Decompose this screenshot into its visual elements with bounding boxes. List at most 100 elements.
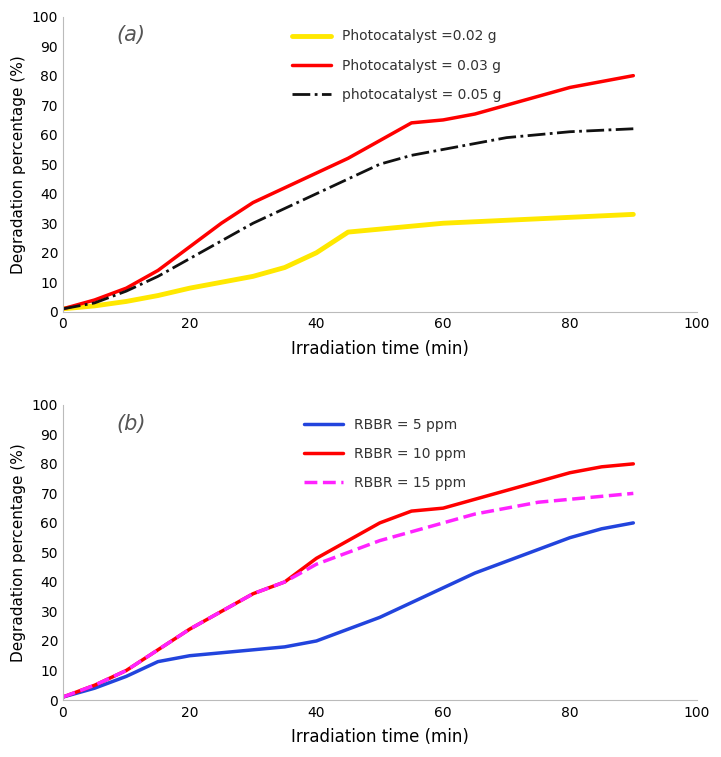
RBBR = 15 ppm	[503, 503, 511, 512]
Photocatalyst =0.02 g	[534, 214, 543, 223]
Photocatalyst =0.02 g	[471, 217, 479, 226]
Photocatalyst = 0.03 g	[122, 284, 131, 293]
Photocatalyst =0.02 g	[439, 219, 448, 228]
RBBR = 15 ppm	[90, 681, 99, 690]
RBBR = 15 ppm	[407, 527, 416, 536]
Text: (b): (b)	[117, 413, 146, 434]
RBBR = 5 ppm	[629, 519, 637, 528]
RBBR = 5 ppm	[185, 651, 194, 660]
Line: Photocatalyst =0.02 g: Photocatalyst =0.02 g	[63, 214, 633, 309]
Photocatalyst = 0.03 g	[597, 77, 606, 86]
RBBR = 15 ppm	[154, 645, 162, 654]
Photocatalyst = 0.03 g	[439, 115, 448, 124]
photocatalyst = 0.05 g	[534, 130, 543, 139]
photocatalyst = 0.05 g	[217, 236, 226, 245]
Legend: RBBR = 5 ppm, RBBR = 10 ppm, RBBR = 15 ppm: RBBR = 5 ppm, RBBR = 10 ppm, RBBR = 15 p…	[304, 418, 466, 491]
RBBR = 15 ppm	[565, 495, 574, 504]
Photocatalyst =0.02 g	[280, 263, 289, 272]
Photocatalyst = 0.03 g	[503, 101, 511, 110]
Photocatalyst =0.02 g	[629, 210, 637, 219]
RBBR = 5 ppm	[249, 645, 257, 654]
Line: Photocatalyst = 0.03 g: Photocatalyst = 0.03 g	[63, 76, 633, 309]
RBBR = 10 ppm	[407, 506, 416, 516]
RBBR = 5 ppm	[154, 657, 162, 666]
Photocatalyst =0.02 g	[249, 272, 257, 281]
photocatalyst = 0.05 g	[122, 287, 131, 296]
Y-axis label: Degradation percentage (%): Degradation percentage (%)	[11, 443, 26, 662]
photocatalyst = 0.05 g	[597, 126, 606, 135]
RBBR = 10 ppm	[344, 536, 353, 545]
Photocatalyst =0.02 g	[90, 301, 99, 310]
RBBR = 10 ppm	[534, 477, 543, 486]
Photocatalyst =0.02 g	[407, 222, 416, 231]
Photocatalyst = 0.03 g	[280, 183, 289, 192]
RBBR = 15 ppm	[249, 589, 257, 598]
RBBR = 15 ppm	[629, 489, 637, 498]
Photocatalyst = 0.03 g	[90, 295, 99, 304]
RBBR = 5 ppm	[344, 625, 353, 634]
RBBR = 15 ppm	[471, 509, 479, 519]
RBBR = 5 ppm	[597, 525, 606, 534]
RBBR = 10 ppm	[58, 693, 67, 702]
Photocatalyst =0.02 g	[217, 278, 226, 287]
Photocatalyst =0.02 g	[597, 211, 606, 220]
photocatalyst = 0.05 g	[407, 151, 416, 160]
RBBR = 10 ppm	[629, 459, 637, 469]
RBBR = 10 ppm	[376, 519, 384, 528]
RBBR = 5 ppm	[312, 637, 321, 646]
RBBR = 10 ppm	[122, 666, 131, 675]
RBBR = 5 ppm	[122, 672, 131, 681]
RBBR = 10 ppm	[280, 578, 289, 587]
RBBR = 5 ppm	[471, 569, 479, 578]
RBBR = 15 ppm	[122, 666, 131, 675]
Photocatalyst =0.02 g	[185, 284, 194, 293]
photocatalyst = 0.05 g	[58, 304, 67, 313]
X-axis label: Irradiation time (min): Irradiation time (min)	[291, 728, 469, 746]
Photocatalyst =0.02 g	[344, 228, 353, 237]
Line: photocatalyst = 0.05 g: photocatalyst = 0.05 g	[63, 129, 633, 309]
RBBR = 5 ppm	[217, 648, 226, 657]
RBBR = 15 ppm	[534, 497, 543, 506]
RBBR = 10 ppm	[154, 645, 162, 654]
RBBR = 10 ppm	[503, 486, 511, 495]
RBBR = 10 ppm	[217, 607, 226, 616]
Line: RBBR = 10 ppm: RBBR = 10 ppm	[63, 464, 633, 697]
Photocatalyst =0.02 g	[58, 304, 67, 313]
RBBR = 5 ppm	[58, 693, 67, 702]
RBBR = 15 ppm	[217, 607, 226, 616]
RBBR = 10 ppm	[565, 468, 574, 477]
RBBR = 10 ppm	[597, 463, 606, 472]
Photocatalyst = 0.03 g	[249, 198, 257, 207]
Photocatalyst =0.02 g	[312, 248, 321, 257]
photocatalyst = 0.05 g	[439, 145, 448, 154]
photocatalyst = 0.05 g	[154, 272, 162, 281]
photocatalyst = 0.05 g	[471, 139, 479, 148]
X-axis label: Irradiation time (min): Irradiation time (min)	[291, 340, 469, 357]
Photocatalyst = 0.03 g	[344, 154, 353, 163]
RBBR = 15 ppm	[597, 492, 606, 501]
Photocatalyst = 0.03 g	[407, 118, 416, 127]
photocatalyst = 0.05 g	[90, 298, 99, 307]
RBBR = 10 ppm	[439, 503, 448, 512]
photocatalyst = 0.05 g	[503, 133, 511, 142]
Photocatalyst = 0.03 g	[534, 92, 543, 101]
RBBR = 15 ppm	[185, 625, 194, 634]
Photocatalyst = 0.03 g	[58, 304, 67, 313]
Photocatalyst =0.02 g	[565, 213, 574, 222]
Photocatalyst = 0.03 g	[312, 169, 321, 178]
photocatalyst = 0.05 g	[312, 189, 321, 198]
Photocatalyst = 0.03 g	[185, 242, 194, 251]
RBBR = 10 ppm	[185, 625, 194, 634]
RBBR = 5 ppm	[503, 556, 511, 565]
photocatalyst = 0.05 g	[565, 127, 574, 136]
photocatalyst = 0.05 g	[376, 160, 384, 169]
Photocatalyst =0.02 g	[154, 291, 162, 300]
Line: RBBR = 15 ppm: RBBR = 15 ppm	[63, 494, 633, 697]
Photocatalyst = 0.03 g	[629, 71, 637, 80]
photocatalyst = 0.05 g	[249, 219, 257, 228]
Legend: Photocatalyst =0.02 g, Photocatalyst = 0.03 g, photocatalyst = 0.05 g: Photocatalyst =0.02 g, Photocatalyst = 0…	[292, 30, 501, 102]
RBBR = 10 ppm	[471, 495, 479, 504]
Text: (a): (a)	[117, 26, 146, 45]
Photocatalyst = 0.03 g	[471, 110, 479, 119]
photocatalyst = 0.05 g	[280, 204, 289, 213]
